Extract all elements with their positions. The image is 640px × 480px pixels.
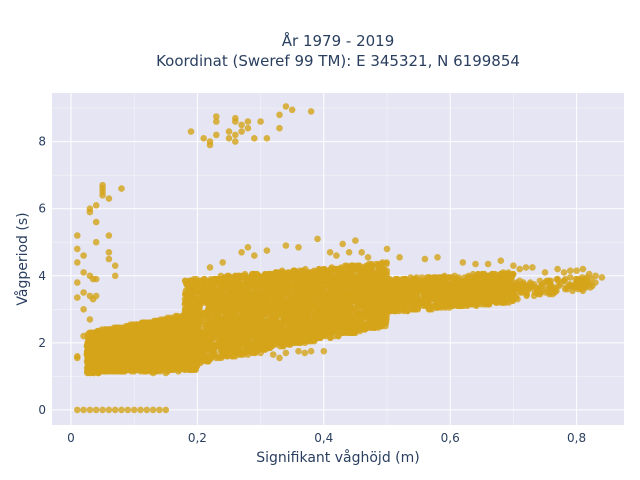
scatter-point — [196, 327, 204, 335]
scatter-point — [154, 332, 161, 340]
scatter-point — [85, 356, 93, 363]
scatter-point — [176, 326, 184, 333]
scatter-point — [114, 324, 122, 331]
scatter-point — [156, 327, 163, 335]
scatter-point — [85, 338, 92, 345]
scatter-point — [181, 361, 189, 368]
scatter-point — [145, 364, 152, 372]
scatter-point — [90, 329, 98, 336]
scatter-point — [151, 346, 158, 353]
scatter-point — [112, 368, 119, 375]
scatter-point — [97, 332, 104, 340]
plot-area — [52, 93, 624, 425]
scatter-point — [124, 346, 132, 353]
scatter-point — [165, 332, 172, 340]
scatter-point — [104, 341, 111, 348]
scatter-point — [86, 363, 94, 370]
scatter-point — [165, 316, 172, 323]
scatter-point — [119, 358, 127, 365]
scatter-point — [142, 324, 149, 331]
scatter-point — [163, 364, 170, 372]
scatter-point — [171, 322, 178, 330]
scatter-point — [151, 322, 158, 330]
scatter-point — [170, 356, 177, 363]
scatter-point — [240, 272, 247, 279]
scatter-point — [121, 363, 128, 370]
scatter-point — [155, 353, 163, 360]
scatter-point — [107, 353, 114, 360]
scatter-point — [152, 358, 159, 365]
scatter-point — [118, 331, 126, 338]
scatter-point — [99, 349, 107, 357]
scatter-point — [150, 341, 157, 348]
scatter-point — [90, 368, 97, 375]
scatter-point — [167, 344, 174, 352]
scatter-point — [125, 324, 132, 331]
scatter-point — [175, 349, 182, 357]
scatter-point — [129, 339, 136, 346]
scatter-point — [156, 368, 164, 375]
scatter-point — [87, 349, 95, 357]
scatter-point — [166, 349, 174, 357]
scatter-point — [139, 346, 146, 353]
scatter-point — [134, 327, 141, 335]
scatter-point — [101, 354, 109, 362]
scatter-point — [105, 346, 113, 353]
scatter-point — [151, 317, 158, 325]
scatter-point — [114, 358, 121, 365]
scatter-point — [107, 366, 115, 373]
scatter-point — [111, 339, 119, 346]
scatter-point — [160, 339, 168, 346]
scatter-point — [168, 366, 176, 373]
scatter-point — [174, 331, 181, 338]
scatter-point — [133, 334, 140, 341]
scatter-point — [149, 327, 156, 335]
scatter-point — [169, 338, 176, 345]
scatter-point — [130, 356, 137, 363]
scatter-point — [97, 341, 104, 348]
scatter-point — [164, 322, 171, 330]
scatter-point — [145, 344, 152, 352]
scatter-point — [85, 368, 93, 375]
scatter-points-dense — [83, 259, 599, 377]
scatter-point — [106, 358, 114, 365]
scatter-point — [141, 358, 148, 365]
scatter-point — [159, 319, 166, 326]
scatter-point — [171, 316, 179, 323]
scatter-point — [158, 359, 165, 367]
